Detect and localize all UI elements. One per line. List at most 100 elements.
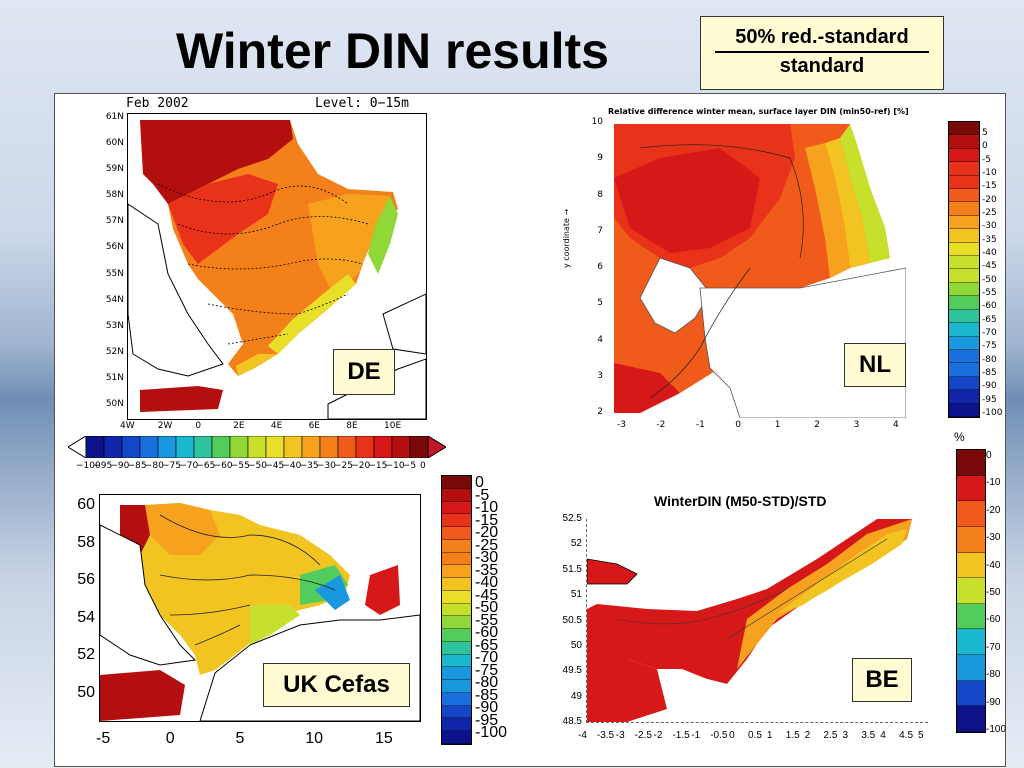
scenario-legend-box: 50% red.-standard standard: [700, 16, 944, 90]
colorbar-cell: [957, 552, 985, 579]
de-colorbar-tick: −50: [248, 461, 267, 471]
de-colorbar-tick: −45: [265, 461, 285, 471]
uk-colorbar: [441, 475, 472, 745]
be-x-tick: 3.5: [861, 730, 876, 741]
be-colorbar-tick: -80: [986, 669, 1001, 681]
uk-colorbar-tick: -80: [475, 674, 499, 691]
nl-colorbar-tick: -85: [982, 368, 997, 378]
colorbar-cell: [355, 436, 375, 458]
de-y-tick: 56N: [105, 242, 124, 253]
nl-colorbar-tick: -5: [982, 154, 991, 165]
be-colorbar-tick: -40: [986, 559, 1001, 571]
nl-y-tick: 6: [597, 262, 603, 272]
be-colorbar-tick: -50: [986, 587, 1001, 598]
de-map: [127, 113, 427, 420]
be-x-tick: -1: [691, 730, 701, 741]
uk-colorbar-tick: -90: [475, 699, 499, 716]
colorbar-cell: [957, 475, 985, 502]
colorbar-cell: [301, 436, 321, 458]
colorbar-cell: [949, 296, 979, 310]
nl-x-tick: 1: [774, 420, 781, 430]
uk-label: UK Cefas: [263, 663, 410, 707]
colorbar-cell: [442, 552, 471, 566]
colorbar-cell: [442, 501, 471, 515]
be-x-tick: -0.5: [710, 730, 728, 741]
de-x-tick: 0: [195, 421, 202, 431]
uk-colorbar-tick: -10: [475, 499, 499, 516]
colorbar-cell: [949, 349, 979, 364]
de-y-tick: 50N: [105, 399, 124, 409]
colorbar-cell: [949, 403, 979, 417]
colorbar-cell: [442, 654, 471, 668]
uk-y-tick: 58: [77, 533, 95, 551]
be-y-tick: 49.5: [562, 665, 582, 677]
be-label: BE: [852, 658, 912, 702]
be-x-tick: -2.5: [634, 730, 652, 741]
colorbar-cell: [193, 436, 213, 458]
uk-x-tick: -5: [96, 730, 111, 747]
be-x-tick: 0.5: [748, 730, 762, 741]
uk-colorbar-tick: -50: [475, 599, 499, 616]
colorbar-cell: [121, 436, 141, 458]
de-header-left: Feb 2002: [126, 96, 189, 111]
nl-colorbar-tick: -25: [982, 208, 997, 218]
uk-x-tick: 0: [165, 730, 175, 747]
uk-colorbar-tick: -45: [475, 586, 499, 604]
nl-colorbar-tick: -65: [982, 314, 997, 325]
colorbar-cell: [139, 436, 159, 458]
colorbar-cell: [442, 578, 471, 591]
colorbar-cell: [442, 539, 471, 553]
colorbar-cell: [265, 436, 285, 458]
de-y-tick: 54N: [105, 294, 124, 305]
colorbar-cell: [949, 202, 979, 216]
nl-colorbar: [948, 121, 980, 418]
colorbar-cell: [957, 603, 985, 630]
page-title: Winter DIN results: [176, 23, 609, 79]
nl-map-svg: [600, 118, 906, 418]
colorbar-cell: [949, 269, 979, 283]
de-colorbar-tick: −80: [144, 461, 164, 471]
colorbar-cell: [85, 436, 105, 458]
colorbar-cell: [157, 436, 177, 458]
nl-label: NL: [844, 343, 906, 387]
colorbar-cell: [442, 514, 471, 527]
colorbar-cell: [957, 655, 985, 681]
colorbar-cell: [442, 718, 471, 731]
nl-colorbar-tick: -70: [982, 328, 997, 338]
de-y-tick: 55N: [105, 268, 124, 279]
scenario-line-2: standard: [779, 55, 865, 77]
be-colorbar-tick: -90: [986, 696, 1001, 708]
colorbar-cell: [442, 616, 471, 629]
uk-y-tick: 54: [77, 608, 95, 626]
de-y-tick: 52N: [105, 346, 124, 357]
colorbar-cell: [442, 705, 471, 719]
de-label: DE: [333, 349, 395, 395]
uk-x-tick: 10: [305, 730, 324, 747]
colorbar-cell: [211, 436, 231, 458]
colorbar-cell: [957, 578, 985, 604]
be-colorbar-tick: -30: [986, 532, 1001, 544]
nl-colorbar-tick: -20: [982, 194, 997, 205]
nl-y-tick: 8: [597, 189, 603, 200]
uk-colorbar-tick: -60: [475, 624, 499, 641]
de-x-tick: 10E: [384, 421, 402, 431]
be-x-tick: -1.5: [672, 730, 690, 741]
colorbar-cell: [949, 175, 979, 190]
de-y-tick: 59N: [105, 164, 124, 175]
uk-colorbar-tick: -65: [475, 636, 499, 654]
uk-colorbar-tick: -15: [475, 511, 499, 529]
colorbar-cell: [957, 706, 985, 732]
colorbar-cell: [957, 526, 985, 553]
colorbar-cell: [949, 309, 979, 324]
be-colorbar-tick: -10: [986, 477, 1001, 489]
colorbar-cell: [442, 731, 471, 744]
be-y-tick: 52.5: [562, 513, 582, 524]
de-map-svg: [128, 120, 426, 419]
de-colorbar-tick: −65: [196, 461, 216, 471]
uk-colorbar-tick: -75: [475, 661, 499, 679]
nl-colorbar-tick: -30: [982, 221, 997, 232]
nl-map: [600, 118, 906, 418]
de-colorbar-tick: −95: [93, 461, 113, 471]
nl-y-tick: 7: [597, 225, 603, 236]
colorbar-cell: [103, 436, 123, 458]
